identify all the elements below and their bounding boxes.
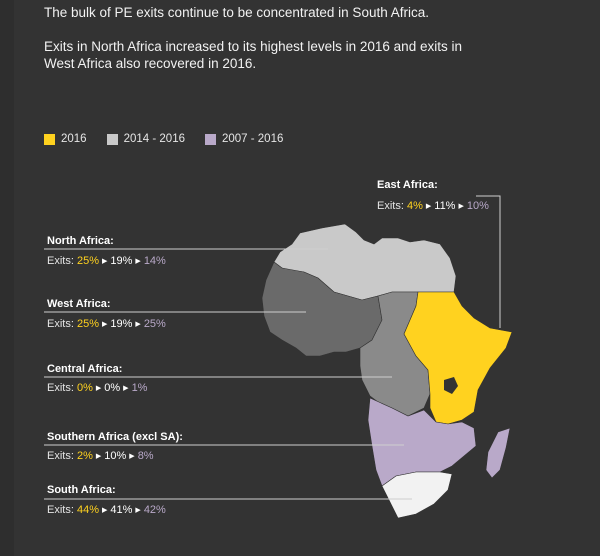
arrow-icon: ▶ [102,321,108,328]
legend-swatch-2016 [44,133,55,145]
north-africa-2016-value: 25% [76,255,99,267]
west-africa-title: West Africa: [47,298,111,310]
legend: 2016 2014 - 2016 2007 - 2016 [44,133,283,145]
region-east-africa [403,291,513,425]
east-africa-2016-value: 4% [406,200,423,212]
west-africa-2007-2016-value: 25% [143,318,166,330]
intro-line-2: Exits in North Africa increased to its h… [44,39,462,54]
region-south-africa [381,471,453,519]
central-africa-2014-2016-value: 0% [104,382,121,394]
north-africa-prefix: Exits: [47,255,74,267]
south-africa-2014-2016-value: 41% [110,504,133,516]
arrow-icon: ▶ [102,507,108,514]
legend-swatch-2014-2016 [106,133,118,145]
east-africa-2014-2016-value: 11% [434,200,456,212]
legend-label-2007-2016: 2007 - 2016 [221,133,284,145]
region-southern-africa [367,397,477,487]
intro-line-1: The bulk of PE exits continue to be conc… [44,5,429,20]
west-africa-stats: Exits: 25% ▶ 19% ▶ 25% [47,318,166,330]
arrow-icon: ▶ [425,203,432,210]
southern-africa-title: Southern Africa (excl SA): [47,431,183,443]
central-africa-prefix: Exits: [47,382,74,394]
legend-label-2014-2016: 2014 - 2016 [123,133,185,145]
region-west-africa [261,261,383,357]
east-africa-stats: Exits: 4% ▶ 11% ▶ 10% [377,200,489,212]
east-africa-2007-2016-value: 10% [466,200,489,212]
north-africa-title: North Africa: [47,235,114,247]
legend-label-2016: 2016 [61,133,87,145]
south-africa-title: South Africa: [47,484,116,496]
southern-africa-2016-value: 2% [76,450,93,462]
south-africa-2016-value: 44% [76,504,99,516]
arrow-icon: ▶ [123,385,129,392]
arrow-icon: ▶ [135,258,141,265]
east-africa-title: East Africa: [377,179,438,191]
madagascar [485,427,511,479]
leader-line-east-africa [476,195,501,328]
arrow-icon: ▶ [458,203,464,210]
north-africa-2014-2016-value: 19% [110,255,133,267]
legend-item-2016: 2016 [44,133,87,145]
southern-africa-2007-2016-value: 8% [137,450,154,462]
arrow-icon: ▶ [135,321,141,328]
arrow-icon: ▶ [129,453,135,460]
south-africa-2007-2016-value: 42% [143,504,166,516]
central-africa-2007-2016-value: 1% [131,382,148,394]
arrow-icon: ▶ [95,453,102,460]
south-africa-prefix: Exits: [47,504,74,516]
legend-item-2007-2016: 2007 - 2016 [204,133,284,145]
arrow-icon: ▶ [135,507,141,514]
southern-africa-2014-2016-value: 10% [104,450,127,462]
west-africa-2014-2016-value: 19% [110,318,133,330]
arrow-icon: ▶ [102,258,108,265]
central-africa-2016-value: 0% [76,382,93,394]
legend-swatch-2007-2016 [204,133,216,145]
intro-line-3: West Africa also recovered in 2016. [44,56,257,71]
lake-victoria [444,377,458,394]
central-africa-stats: Exits: 0% ▶ 0% ▶ 1% [47,382,147,394]
west-africa-2016-value: 25% [76,318,99,330]
south-africa-stats: Exits: 44% ▶ 41% ▶ 42% [47,504,166,516]
north-africa-2007-2016-value: 14% [143,255,166,267]
north-africa-stats: Exits: 25% ▶ 19% ▶ 14% [47,255,166,267]
southern-africa-prefix: Exits: [47,450,74,462]
west-africa-prefix: Exits: [47,318,74,330]
southern-africa-stats: Exits: 2% ▶ 10% ▶ 8% [47,450,154,462]
east-africa-prefix: Exits: [377,200,404,212]
central-africa-title: Central Africa: [47,363,123,375]
legend-item-2014-2016: 2014 - 2016 [106,133,185,145]
arrow-icon: ▶ [95,385,102,392]
